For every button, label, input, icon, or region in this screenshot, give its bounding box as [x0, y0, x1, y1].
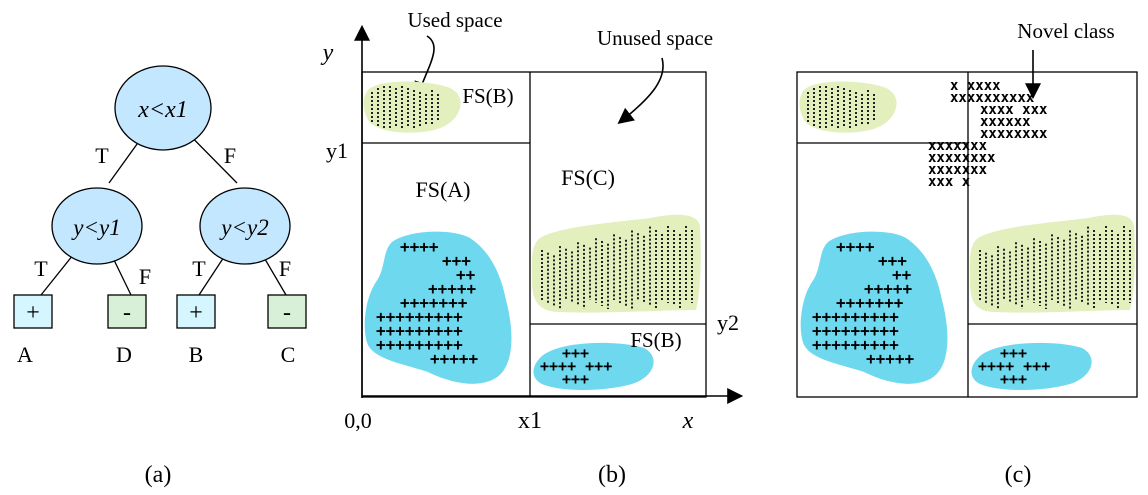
novel-x-row: xxx x	[928, 174, 971, 190]
plus-row: +++	[562, 370, 589, 388]
fs-b-top-label: FS(B)	[462, 84, 513, 108]
plus-row: +++++	[430, 349, 479, 368]
leaf-d-box	[107, 294, 147, 329]
edge-label-false: F	[224, 143, 236, 168]
novel-x-row: xxxx xxx	[980, 102, 1048, 118]
tick-y1: y1	[326, 138, 348, 163]
root-node	[114, 65, 212, 151]
novel-class-label: Novel class	[1017, 19, 1114, 43]
dash-pattern-top-c	[807, 86, 875, 130]
leaf-a-symbol: +	[26, 300, 40, 326]
plus-row: +++++++	[400, 293, 468, 312]
novel-x-row: xxxxxxxx	[980, 126, 1048, 142]
feature-space-b: y x 0,0 y1 y2 x1 Used space Unused space…	[321, 8, 744, 488]
leaf-b-box	[176, 294, 216, 329]
plus-row: +++++++++	[812, 307, 899, 326]
plus-row: +++	[562, 344, 589, 362]
space-border-c	[796, 71, 1138, 398]
right-node-label: y<y2	[219, 215, 268, 240]
green-cluster-top	[363, 81, 461, 133]
green-cluster-c	[531, 214, 701, 313]
left-node-label: y<y1	[71, 215, 120, 240]
plus-row: +++++	[864, 279, 913, 298]
plus-row: +++	[1000, 344, 1027, 362]
leaf-d-name: D	[116, 342, 132, 367]
right-node	[199, 187, 291, 265]
fs-c-label: FS(C)	[561, 165, 615, 190]
edge-label-false: F	[279, 256, 291, 281]
tick-y2: y2	[717, 310, 739, 335]
cyan-cluster-a-c	[800, 231, 948, 384]
plus-row: +++++++	[836, 293, 904, 312]
root-node-label: x<x1	[137, 97, 188, 123]
edge-label-true: T	[192, 256, 206, 281]
novel-x-row: x xxxx	[950, 78, 1001, 94]
plus-row: +++++++++	[812, 321, 899, 340]
leaf-d-symbol: -	[123, 300, 131, 326]
plus-row: ++++	[400, 237, 439, 256]
green-cluster-top-c	[799, 81, 897, 133]
plus-row: +++++++++	[376, 335, 463, 354]
axis-y-label: y	[321, 40, 334, 66]
novel-x-row: xxxxxxx	[928, 162, 988, 178]
cyan-cluster-b	[533, 342, 654, 390]
caption-a: (a)	[145, 462, 172, 488]
leaf-c-symbol: -	[283, 300, 291, 326]
fs-a-label: FS(A)	[415, 177, 470, 202]
plus-row: +++	[878, 251, 907, 270]
cyan-cluster-a	[364, 231, 512, 384]
plus-points-b: +++++++ ++++++	[540, 344, 612, 388]
plus-row: ++	[456, 265, 476, 284]
plus-row: +++++	[428, 279, 477, 298]
edge-label-true: T	[95, 143, 109, 168]
fs-b-bottom-label: FS(B)	[630, 328, 681, 352]
plus-row: +++	[1000, 370, 1027, 388]
plus-row: +++++++++	[376, 307, 463, 326]
plus-row: +++	[442, 251, 471, 270]
leaf-b-name: B	[189, 342, 204, 367]
plus-row: ++++ +++	[978, 357, 1050, 375]
novel-x-row: xxxxxxxx	[928, 150, 996, 166]
tick-x1: x1	[518, 408, 542, 434]
novel-x-row: xxxxxx	[980, 114, 1031, 130]
origin-label: 0,0	[344, 408, 372, 433]
dash-pattern-c	[541, 226, 693, 309]
unused-space-arrow	[617, 57, 664, 124]
plus-row: ++	[892, 265, 912, 284]
left-node	[51, 187, 143, 265]
decision-tree: x<x1 y<y1 y<y2 T F T F T F + - + - A D B…	[13, 65, 307, 488]
edge-label-true: T	[34, 256, 48, 281]
plus-row: +++++++++	[376, 321, 463, 340]
space-border	[361, 71, 707, 398]
plus-row: ++++ +++	[540, 357, 612, 375]
axis-x-label: x	[682, 408, 694, 434]
leaf-c-name: C	[281, 342, 296, 367]
plus-points-a: ++++++++++++++++++++++++++++++++++++++++…	[376, 237, 479, 368]
plus-row: +++++	[866, 349, 915, 368]
leaf-a-box	[13, 294, 53, 329]
plus-points-a-c: ++++++++++++++++++++++++++++++++++++++++…	[812, 237, 915, 368]
leaf-c-box	[267, 294, 307, 329]
plus-row: ++++	[836, 237, 875, 256]
plus-points-b-c: +++++++ ++++++	[978, 344, 1050, 388]
caption-b: (b)	[598, 462, 626, 488]
cyan-cluster-b-c	[971, 342, 1092, 390]
edge-label-false: F	[139, 264, 151, 289]
leaf-a-name: A	[17, 342, 33, 367]
dash-pattern-c-c	[979, 226, 1131, 309]
novel-x-row: xxxxxxxxxx	[950, 90, 1035, 106]
plus-row: +++++++++	[812, 335, 899, 354]
leaf-b-symbol: +	[189, 300, 203, 326]
dash-pattern-top	[371, 86, 439, 130]
caption-c: (c)	[1005, 462, 1032, 488]
used-space-label: Used space	[407, 8, 502, 32]
novel-x-row: xxxxxxx	[928, 138, 988, 154]
unused-space-label: Unused space	[597, 26, 713, 50]
